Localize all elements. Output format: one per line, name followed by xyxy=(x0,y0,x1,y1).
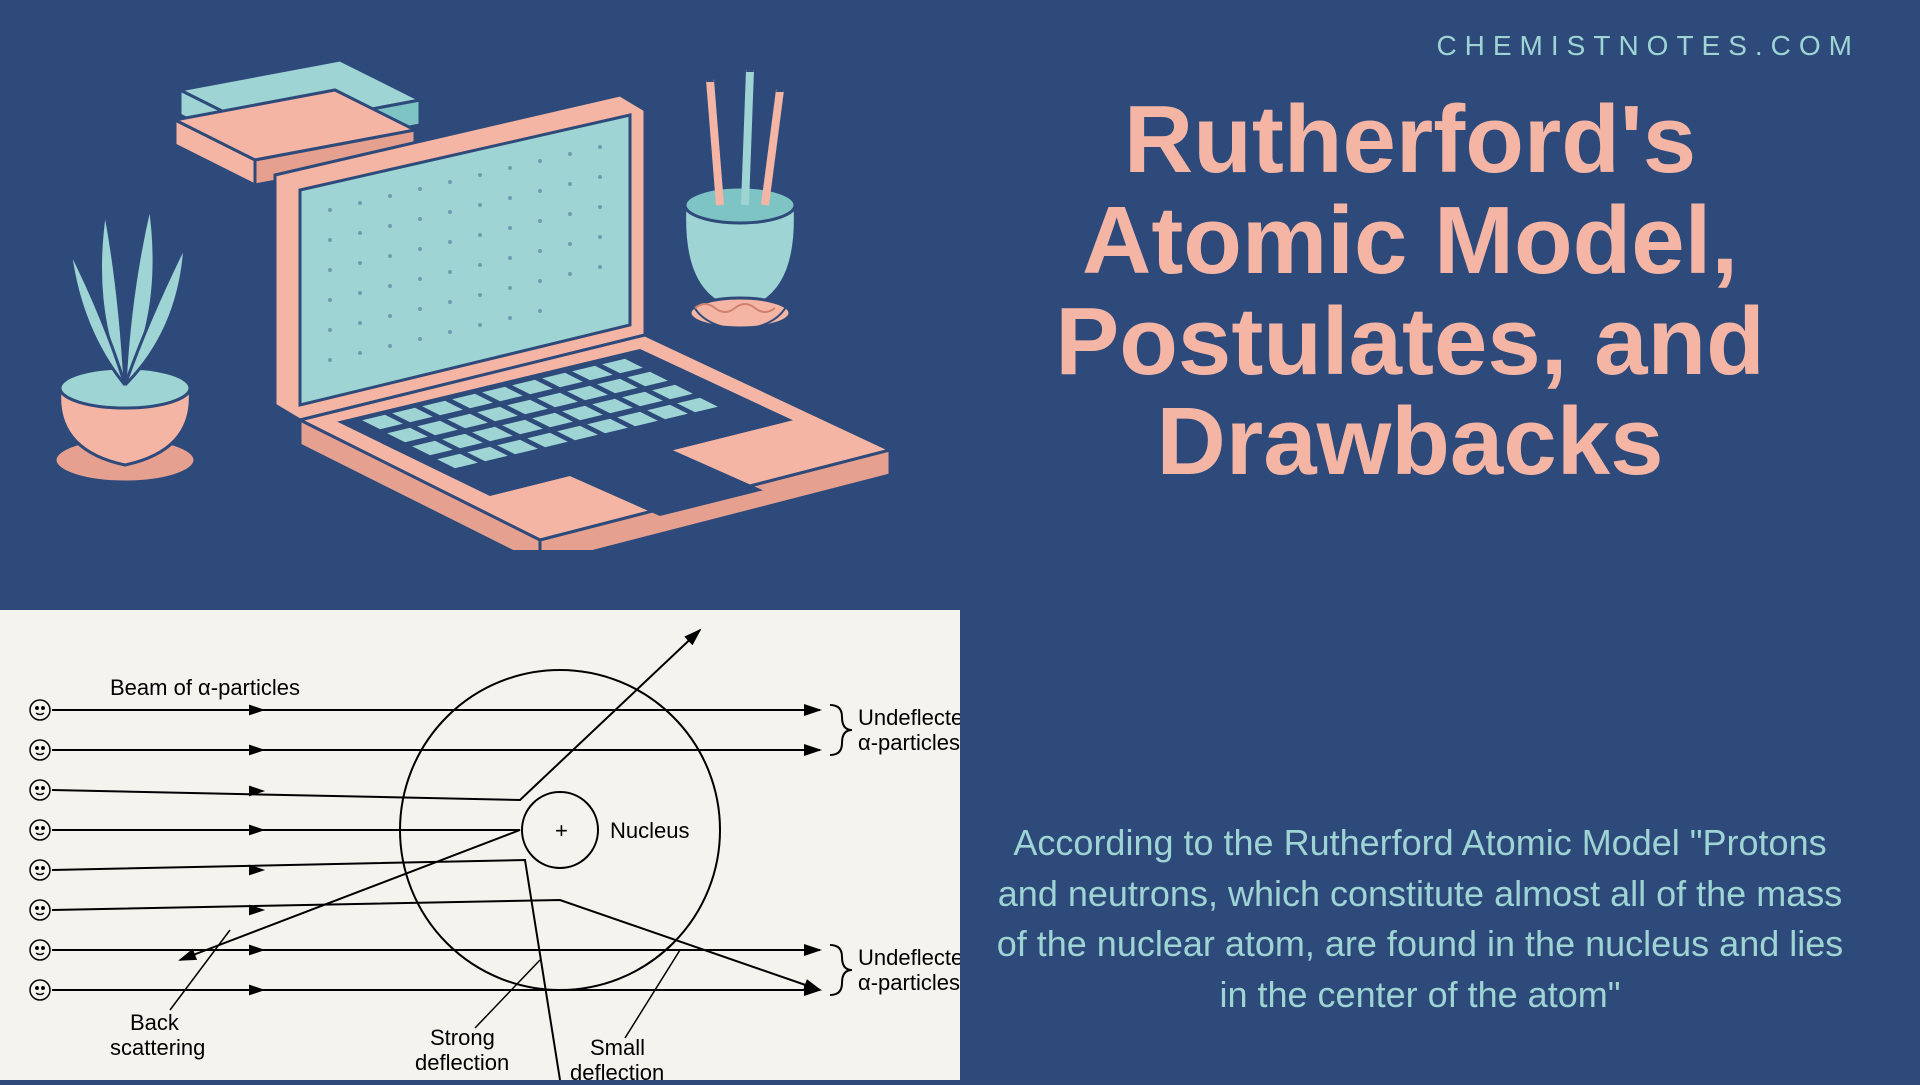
back-scattering-label-2: scattering xyxy=(110,1035,205,1060)
description-text: According to the Rutherford Atomic Model… xyxy=(980,818,1860,1020)
site-name: CHEMISTNOTES.COM xyxy=(1436,30,1860,62)
small-deflection-label-2: deflection xyxy=(570,1060,664,1080)
small-deflection-label-1: Small xyxy=(590,1035,645,1060)
undeflected-label-1a: Undeflected xyxy=(858,705,960,730)
plant-icon xyxy=(55,195,195,482)
hero-illustration xyxy=(30,30,930,550)
laptop-icon xyxy=(275,95,890,550)
strong-deflection-label-1: Strong xyxy=(430,1025,495,1050)
undeflected-label-2a: Undeflected xyxy=(858,945,960,970)
beam-label: Beam of α-particles xyxy=(110,675,300,700)
undeflected-label-2b: α-particles xyxy=(858,970,960,995)
undeflected-label-1b: α-particles xyxy=(858,730,960,755)
page-title: Rutherford's Atomic Model, Postulates, a… xyxy=(960,90,1860,493)
nucleus-symbol: + xyxy=(555,818,568,843)
nucleus-label: Nucleus xyxy=(610,818,689,843)
scattering-diagram: + Nucleus Beam of α-particles xyxy=(0,610,960,1080)
pencil-cup-icon xyxy=(685,55,796,330)
back-scattering-label-1: Back xyxy=(130,1010,180,1035)
strong-deflection-label-2: deflection xyxy=(415,1050,509,1075)
